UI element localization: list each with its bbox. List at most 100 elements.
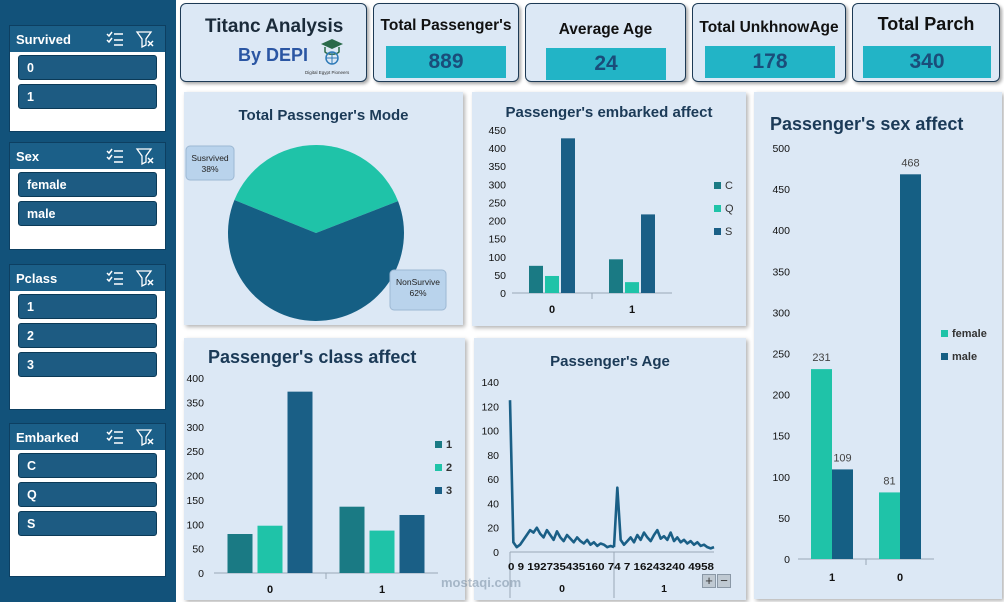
y-tick-label: 250 xyxy=(488,197,506,209)
bar xyxy=(369,530,395,573)
bar xyxy=(287,391,313,573)
y-tick-label: 0 xyxy=(493,547,499,559)
pie-slice xyxy=(234,144,399,233)
chart-title: Passenger's embarked affect xyxy=(505,104,713,121)
y-tick-label: 50 xyxy=(778,513,790,525)
legend-label: 1 xyxy=(446,439,452,451)
clear-filter-icon[interactable] xyxy=(135,269,155,287)
x-tick-label: 1 xyxy=(379,584,385,596)
expand-field-button[interactable]: + xyxy=(702,574,716,588)
y-tick-label: 20 xyxy=(487,523,499,535)
y-tick-label: 450 xyxy=(772,184,790,196)
slicer-item-1[interactable]: 1 xyxy=(18,294,157,319)
legend-swatch xyxy=(714,205,721,212)
y-tick-label: 350 xyxy=(772,266,790,278)
x-tick-label: 1 xyxy=(629,304,635,316)
logo-caption: Digital Egypt Pioneers xyxy=(305,70,350,75)
bar xyxy=(832,469,853,559)
sex-bar-chart: 0 50 100 150 200 250 300 350 400 450 500 231 109 1 81 4… xyxy=(772,143,987,584)
y-tick-label: 100 xyxy=(481,426,499,438)
bar xyxy=(399,514,425,573)
age-chart-panel: Passenger's Age 0 20 40 60 80 100 120 140 0 9 19… xyxy=(474,338,746,600)
kpi-average-age: Average Age 24 xyxy=(525,3,686,82)
data-label: 81 xyxy=(883,475,895,487)
slicer-item-c[interactable]: C xyxy=(18,453,157,478)
y-tick-label: 100 xyxy=(186,519,204,531)
sex-chart-panel: Passenger's sex affect 0 50 100 150 200 250 30… xyxy=(754,92,1002,599)
depi-logo-icon xyxy=(321,39,343,65)
slicer-sex: Sex female male xyxy=(9,142,166,250)
slice-label: Susrvived xyxy=(191,153,229,163)
bar xyxy=(641,214,655,293)
y-tick-label: 80 xyxy=(487,450,499,462)
multi-select-icon[interactable] xyxy=(105,428,125,446)
y-tick-label: 200 xyxy=(186,471,204,483)
slicer-item-female[interactable]: female xyxy=(18,172,157,197)
slicer-title: Sex xyxy=(16,148,40,164)
slicer-item-s[interactable]: S xyxy=(18,511,157,536)
bar xyxy=(545,275,559,293)
y-tick-label: 400 xyxy=(772,225,790,237)
multi-select-icon[interactable] xyxy=(105,30,125,48)
bar xyxy=(625,282,639,293)
bar xyxy=(609,259,623,293)
y-tick-label: 300 xyxy=(772,307,790,319)
legend-swatch xyxy=(714,228,721,235)
legend-swatch xyxy=(714,182,721,189)
legend-swatch xyxy=(941,353,948,360)
slicer-title: Survived xyxy=(16,31,71,47)
kpi-value: 889 xyxy=(386,46,506,78)
collapse-field-button[interactable]: − xyxy=(717,574,731,588)
group-label: 1 xyxy=(661,583,667,595)
x-tick-label: 0 xyxy=(267,584,273,596)
slicer-header: Pclass xyxy=(10,265,165,291)
chart-title: Passenger's class affect xyxy=(208,347,417,367)
bar xyxy=(561,138,575,293)
legend-label: female xyxy=(952,328,987,340)
y-tick-label: 400 xyxy=(488,143,506,155)
slicer-item-q[interactable]: Q xyxy=(18,482,157,507)
slice-percent: 38% xyxy=(201,164,218,174)
multi-select-icon[interactable] xyxy=(105,269,125,287)
slicer-header: Survived xyxy=(10,26,165,52)
chart-title: Passenger's Age xyxy=(550,353,670,370)
kpi-total-passengers: Total Passenger's 889 xyxy=(373,3,519,82)
slicer-header: Sex xyxy=(10,143,165,169)
legend-label: Q xyxy=(725,203,734,215)
x-tick-label: 0 xyxy=(897,572,903,584)
slice-label: NonSurvive xyxy=(396,277,440,287)
data-label: 231 xyxy=(812,352,830,364)
clear-filter-icon[interactable] xyxy=(135,147,155,165)
clear-filter-icon[interactable] xyxy=(135,30,155,48)
age-line xyxy=(508,400,615,549)
y-tick-label: 350 xyxy=(488,161,506,173)
slicer-item-male[interactable]: male xyxy=(18,201,157,226)
y-tick-label: 50 xyxy=(192,544,204,556)
y-tick-label: 0 xyxy=(500,288,506,300)
slice-percent: 62% xyxy=(409,288,426,298)
slicer-item-1[interactable]: 1 xyxy=(18,84,157,109)
slicer-item-2[interactable]: 2 xyxy=(18,323,157,348)
y-tick-label: 140 xyxy=(481,377,499,389)
legend-label: C xyxy=(725,180,733,192)
bar xyxy=(879,492,900,559)
legend-label: S xyxy=(725,226,732,238)
callout-box xyxy=(185,145,235,181)
chart-title: Total Passenger's Mode xyxy=(238,107,409,124)
callout-box xyxy=(389,269,447,311)
bar xyxy=(257,525,283,573)
legend-label: 2 xyxy=(446,462,452,474)
multi-select-icon[interactable] xyxy=(105,147,125,165)
y-tick-label: 40 xyxy=(487,498,499,510)
slicer-pclass: Pclass 1 2 3 xyxy=(9,264,166,410)
slicer-item-0[interactable]: 0 xyxy=(18,55,157,80)
embarked-chart-panel: Passenger's embarked affect 0 50 100 150 200… xyxy=(472,92,746,326)
bar xyxy=(339,506,365,573)
clear-filter-icon[interactable] xyxy=(135,428,155,446)
legend-label: male xyxy=(952,351,977,363)
slicer-item-3[interactable]: 3 xyxy=(18,352,157,377)
slicer-sidebar: Survived 0 1 Sex female male Pclass 1 2 xyxy=(0,0,176,602)
chart-title: Passenger's sex affect xyxy=(770,114,964,134)
y-tick-label: 50 xyxy=(494,270,506,282)
